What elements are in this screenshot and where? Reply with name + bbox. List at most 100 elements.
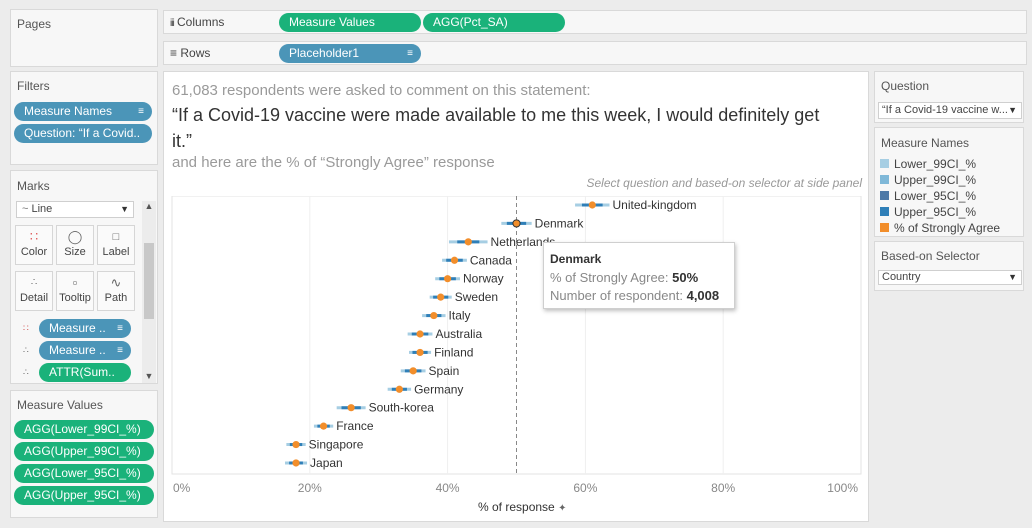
country-label: Norway [463,272,504,286]
mark-type-dropdown[interactable]: ~ Line ▼ [16,201,134,218]
path-button-label: Path [104,292,128,304]
x-axis-title: % of response ✦ [478,500,566,514]
based-on-selector-card: Based-on Selector Country ▼ [874,241,1024,291]
country-label: Spain [429,364,460,378]
label-button[interactable]: □ Label [97,225,135,265]
country-label: Netherlands [491,235,556,249]
detail-button[interactable]: ∴ Detail [15,271,53,311]
filters-title: Filters [17,79,50,93]
based-on-value: Country [882,271,921,283]
marks-pill-attr[interactable]: ATTR(Sum.. [39,363,131,382]
ci-dot-chart[interactable]: 0% 20% 40% 60% 80% 100% United-kingdom Denmark N… [164,196,868,521]
tooltip-button-label: Tooltip [59,292,91,304]
legend-item-lower-99[interactable]: Lower_99CI_% [880,157,976,171]
measure-pill-upper-99[interactable]: AGG(Upper_99CI_%) [14,442,154,461]
legend-swatch [880,159,889,168]
question-value: “If a Covid-19 vaccine w... [882,104,1008,116]
legend-swatch [880,207,889,216]
tooltip: Denmark % of Strongly Agree: 50% Number … [543,242,735,309]
question-card: Question “If a Covid-19 vaccine w... ▼ [874,71,1024,123]
tooltip-row2-label: Number of respondent: [550,288,683,303]
rows-pill-placeholder1[interactable]: Placeholder1 ≡ [279,44,421,63]
legend-swatch [880,223,889,232]
header-line3: and here are the % of “Strongly Agree” r… [172,154,495,171]
measure-pill-lower-95[interactable]: AGG(Lower_95CI_%) [14,464,154,483]
country-label: Germany [414,382,463,396]
country-label: France [336,419,374,433]
path-button[interactable]: ∿ Path [97,271,135,311]
x-tick-label: 0% [173,481,191,495]
pages-card: Pages [10,9,158,67]
marks-scrollbar[interactable]: ▲ ▼ [142,201,156,383]
strongly-agree-point [512,219,521,228]
size-button[interactable]: ◯ Size [56,225,94,265]
marks-pill-color[interactable]: Measure .. ≡ [39,319,131,338]
legend-swatch [880,175,889,184]
measure-values-title: Measure Values [17,398,103,412]
plot-frame [171,196,862,475]
sort-icon: ≡ [407,48,413,59]
country-label: Australia [435,327,482,341]
detail-button-label: Detail [19,292,49,304]
scroll-up-arrow[interactable]: ▲ [144,201,154,211]
marks-card: Marks ~ Line ▼ ▲ ▼ ∷ Color ◯ Size □ Label ∴… [10,170,158,384]
country-label: Sweden [455,290,498,304]
legend-item-upper-95[interactable]: Upper_95CI_% [880,205,976,219]
country-label: Italy [449,309,471,323]
columns-pill-measure-values[interactable]: Measure Values [279,13,421,32]
strongly-agree-point [444,275,452,283]
strongly-agree-point [464,238,472,246]
x-tick-label: 20% [298,481,322,495]
strongly-agree-point [292,440,300,449]
header-statement-line1: “If a Covid-19 vaccine were made availab… [172,105,820,125]
legend-item-upper-99[interactable]: Upper_99CI_% [880,173,976,187]
based-on-selector-title: Based-on Selector [881,249,980,263]
strongly-agree-point [416,330,424,338]
header-statement-line2: it.” [172,131,192,151]
color-encoding-icon: ∷ [23,323,29,333]
chevron-down-icon: ▼ [1008,272,1017,282]
question-dropdown[interactable]: “If a Covid-19 vaccine w... ▼ [878,102,1022,119]
strongly-agree-point [416,348,424,357]
strongly-agree-point [395,385,403,393]
legend-item-strongly-agree[interactable]: % of Strongly Agree [880,221,1000,235]
filter-pill-question[interactable]: Question: “If a Covid.. [14,124,152,143]
tooltip-row1-label: % of Strongly Agree: [550,270,669,285]
rows-icon: ≡ [170,46,178,60]
strongly-agree-point [347,404,355,412]
strongly-agree-point [292,459,300,467]
filter-pill-measure-names[interactable]: Measure Names ≡ [14,102,152,121]
label-button-label: Label [102,246,130,258]
marks-pill-detail[interactable]: Measure .. ≡ [39,341,131,360]
legend-label: Lower_99CI_% [894,157,977,171]
viz-area[interactable]: 61,083 respondents were asked to comment… [163,71,869,522]
tooltip-row1-value: 50% [672,270,699,285]
legend-item-lower-95[interactable]: Lower_95CI_% [880,189,976,203]
strongly-agree-point [409,367,417,375]
columns-pill-agg-pct-sa[interactable]: AGG(Pct_SA) [423,13,565,32]
measure-pill-lower-99[interactable]: AGG(Lower_99CI_%) [14,420,154,439]
scroll-thumb[interactable] [144,243,154,319]
strongly-agree-point [588,201,596,209]
marks-pill-label: Measure .. [49,321,106,335]
measure-pill-upper-95[interactable]: AGG(Upper_95CI_%) [14,486,154,505]
rows-label: ≡ Rows [170,46,211,60]
legend-label: Upper_99CI_% [894,173,977,187]
color-button[interactable]: ∷ Color [15,225,53,265]
size-icon: ◯ [67,229,83,244]
based-on-dropdown[interactable]: Country ▼ [878,270,1022,285]
color-icon: ∷ [29,229,39,244]
header-line1: 61,083 respondents were asked to comment… [172,82,591,99]
detail-encoding-icon: ∴ [23,345,29,355]
x-axis-title-text: % of response [478,500,555,514]
tooltip-button[interactable]: ▫ Tooltip [56,271,94,311]
country-label: Canada [470,253,512,267]
strongly-agree-point [437,293,445,301]
strongly-agree-point [450,256,459,264]
scroll-down-arrow[interactable]: ▼ [144,371,154,381]
chevron-down-icon: ▼ [1008,105,1017,115]
strongly-agree-point [319,422,328,430]
country-label: Finland [434,345,473,359]
rows-pill-label: Placeholder1 [289,46,360,60]
color-button-label: Color [20,246,48,258]
